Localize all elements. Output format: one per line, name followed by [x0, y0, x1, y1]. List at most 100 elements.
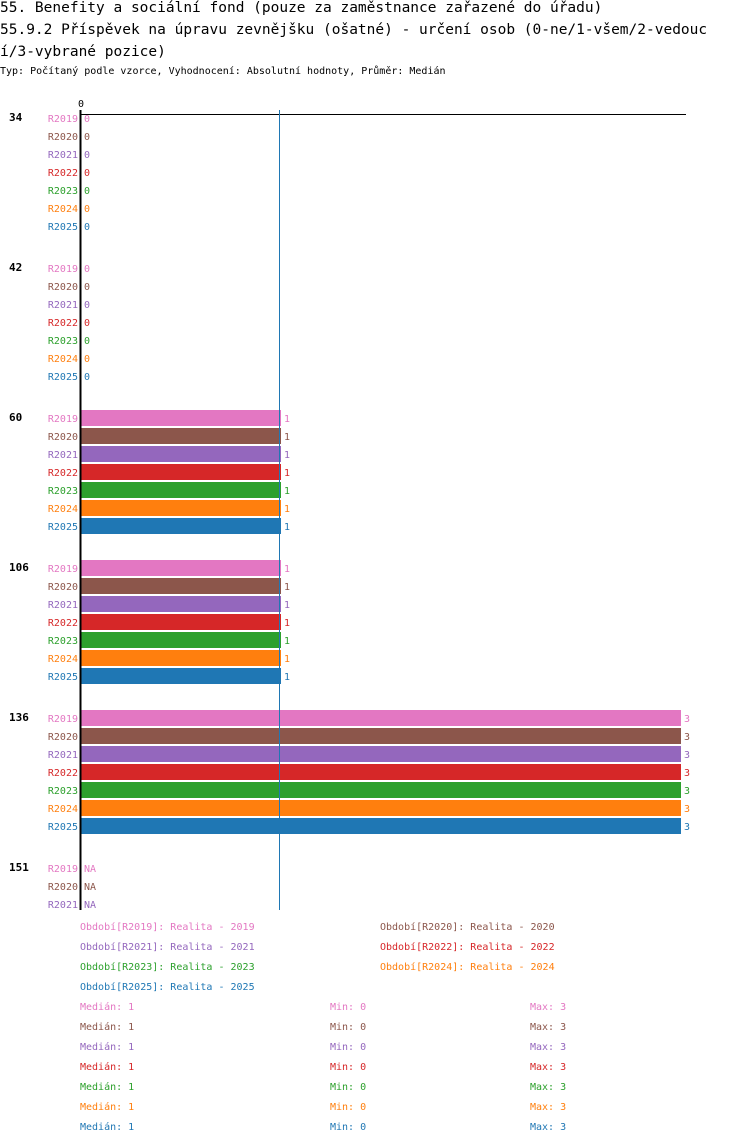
legend-median-value: Medián: 1	[80, 1122, 135, 1133]
bar	[81, 518, 281, 534]
series-row-label: R2024	[48, 504, 78, 515]
legend-min-value: Min: 0	[330, 1042, 367, 1053]
legend-period-entry: Období[R2025]: Realita - 2025	[80, 982, 255, 993]
bar-value-label: 1	[284, 564, 290, 575]
series-row-label: R2020	[48, 882, 78, 893]
bar	[81, 464, 281, 480]
bar	[81, 446, 281, 462]
bar	[81, 764, 681, 780]
series-row-label: R2025	[48, 672, 78, 683]
group-label: 34	[9, 111, 23, 124]
legend-period-entry: Období[R2019]: Realita - 2019	[80, 922, 255, 933]
bar-value-label: 0	[84, 150, 90, 161]
series-row-label: R2022	[48, 618, 78, 629]
bar-value-label: 0	[84, 336, 90, 347]
series-row-label: R2020	[48, 732, 78, 743]
legend-median-value: Medián: 1	[80, 1102, 135, 1113]
bar-value-label: 3	[684, 732, 690, 743]
bar-value-label: 0	[84, 204, 90, 215]
legend-min-value: Min: 0	[330, 1022, 367, 1033]
bar-value-label: NA	[84, 900, 96, 910]
series-row-label: R2024	[48, 804, 78, 815]
bar-value-label: 1	[284, 636, 290, 647]
bar-value-label: 1	[284, 432, 290, 443]
legend-max-value: Max: 3	[530, 1082, 567, 1093]
legend-period-entry: Období[R2020]: Realita - 2020	[380, 922, 555, 933]
bar-value-label: 0	[84, 132, 90, 143]
group-label: 106	[9, 561, 29, 574]
bar-value-label: 0	[84, 372, 90, 383]
legend-median-value: Medián: 1	[80, 1022, 135, 1033]
series-row-label: R2025	[48, 222, 78, 233]
bar-value-label: 1	[284, 468, 290, 479]
bar	[81, 800, 681, 816]
series-row-label: R2024	[48, 204, 78, 215]
bar	[81, 500, 281, 516]
series-row-label: R2019	[48, 114, 78, 125]
series-row-label: R2024	[48, 354, 78, 365]
legend-min-value: Min: 0	[330, 1082, 367, 1093]
legend-max-value: Max: 3	[530, 1122, 567, 1133]
bar	[81, 650, 281, 666]
legend-median-value: Medián: 1	[80, 1062, 135, 1073]
legend-max-value: Max: 3	[530, 1022, 567, 1033]
bar-value-label: 0	[84, 168, 90, 179]
group-label: 136	[9, 711, 29, 724]
bar	[81, 614, 281, 630]
legend-period-entry: Období[R2023]: Realita - 2023	[80, 962, 255, 973]
bar	[81, 596, 281, 612]
series-row-label: R2020	[48, 132, 78, 143]
bar	[81, 746, 681, 762]
series-row-label: R2025	[48, 372, 78, 383]
series-row-label: R2023	[48, 486, 78, 497]
bar-value-label: 1	[284, 672, 290, 683]
series-row-label: R2020	[48, 582, 78, 593]
bar	[81, 428, 281, 444]
series-row-label: R2020	[48, 432, 78, 443]
legend-min-value: Min: 0	[330, 1102, 367, 1113]
bar-value-label: 1	[284, 618, 290, 629]
series-row-label: R2022	[48, 768, 78, 779]
bar-value-label: 0	[84, 300, 90, 311]
series-row-label: R2020	[48, 282, 78, 293]
group-label: 60	[9, 411, 22, 424]
bar-value-label: 1	[284, 654, 290, 665]
series-row-label: R2022	[48, 468, 78, 479]
legend-median-value: Medián: 1	[80, 1002, 135, 1013]
series-row-label: R2019	[48, 264, 78, 275]
series-row-label: R2023	[48, 636, 78, 647]
group-label: 151	[9, 861, 29, 874]
group-label: 42	[9, 261, 22, 274]
legend-min-value: Min: 0	[330, 1062, 367, 1073]
bar-value-label: 0	[84, 354, 90, 365]
legend-min-value: Min: 0	[330, 1122, 367, 1133]
bar-value-label: NA	[84, 882, 96, 893]
series-row-label: R2021	[48, 450, 78, 461]
bar	[81, 560, 281, 576]
series-row-label: R2019	[48, 714, 78, 725]
legend-period-entry: Období[R2021]: Realita - 2021	[80, 942, 255, 953]
bar-value-label: 3	[684, 750, 690, 761]
series-row-label: R2021	[48, 900, 78, 910]
bar	[81, 818, 681, 834]
legend-max-value: Max: 3	[530, 1102, 567, 1113]
series-row-label: R2021	[48, 150, 78, 161]
bar-value-label: 0	[84, 186, 90, 197]
legend-max-value: Max: 3	[530, 1062, 567, 1073]
series-row-label: R2024	[48, 654, 78, 665]
series-row-label: R2023	[48, 336, 78, 347]
bar	[81, 710, 681, 726]
x-tick-label: 0	[78, 99, 84, 110]
legend-period-entry: Období[R2024]: Realita - 2024	[380, 962, 555, 973]
bar	[81, 632, 281, 648]
bar-value-label: 0	[84, 222, 90, 233]
legend-min-value: Min: 0	[330, 1002, 367, 1013]
legend-max-value: Max: 3	[530, 1002, 567, 1013]
series-row-label: R2022	[48, 168, 78, 179]
bar-value-label: 3	[684, 804, 690, 815]
bar	[81, 782, 681, 798]
bar	[81, 482, 281, 498]
series-row-label: R2019	[48, 864, 78, 875]
bar-value-label: 1	[284, 450, 290, 461]
